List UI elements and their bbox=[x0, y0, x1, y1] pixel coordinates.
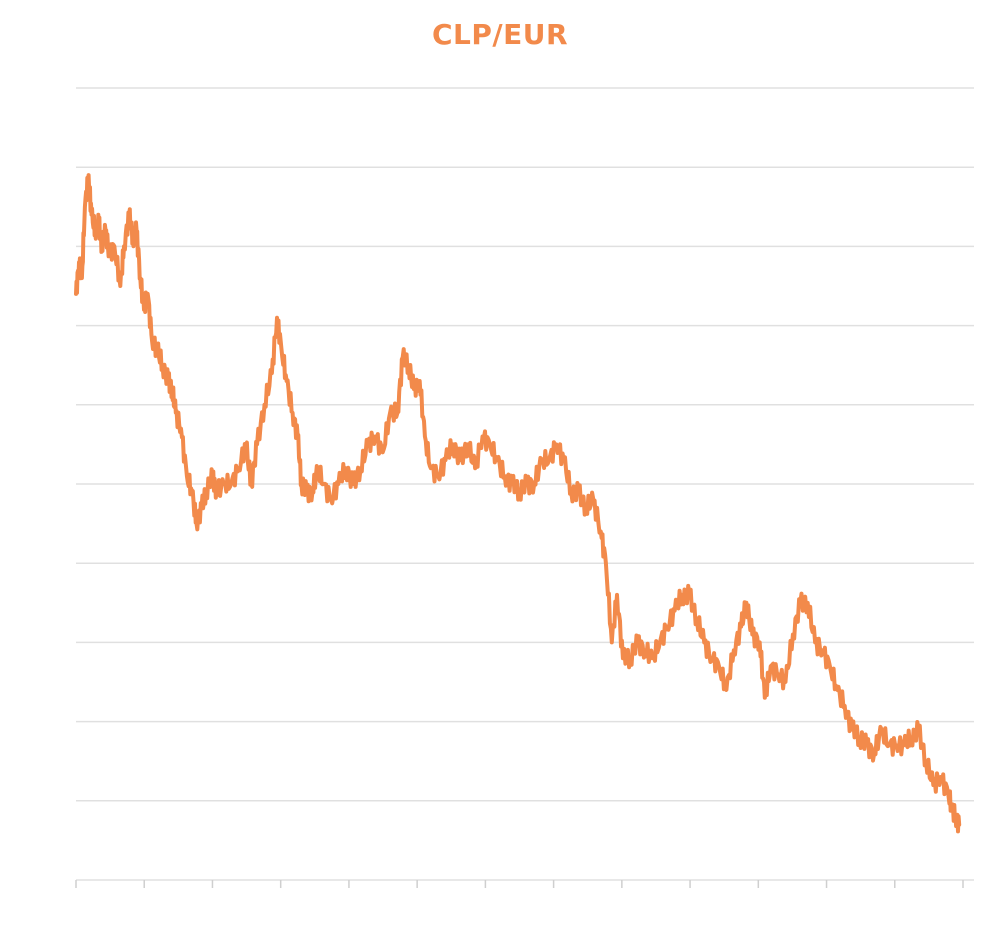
series-line-0 bbox=[74, 173, 962, 834]
chart-title: CLP/EUR bbox=[431, 18, 569, 51]
